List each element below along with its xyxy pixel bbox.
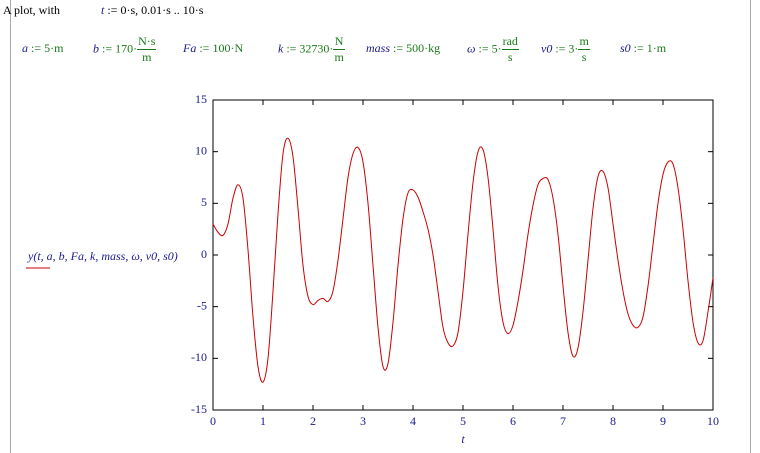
data-line — [212, 137, 714, 383]
plot-frame — [212, 99, 714, 411]
page-border — [750, 0, 751, 453]
definition: ω := 5· rad s — [467, 34, 519, 65]
def-value: := 5· — [478, 41, 502, 56]
def-name: v0 — [541, 41, 553, 56]
def-value: := 32730· — [286, 41, 334, 56]
x-tick-label: 6 — [510, 414, 516, 428]
x-tick-label: 2 — [310, 414, 316, 428]
range-name: t — [101, 3, 105, 17]
x-axis-label: t — [461, 432, 465, 446]
definition: s0 := 1·m — [620, 41, 666, 56]
y-axis-label: y(t, a, b, Fa, k, mass, ω, v0, s0) — [27, 249, 178, 263]
def-name: a — [22, 41, 28, 55]
x-tick-label: 10 — [707, 414, 719, 428]
def-value: := 500·kg — [393, 41, 441, 55]
definition: v0 := 3· m s — [541, 34, 590, 65]
unit-den: m — [137, 49, 157, 65]
y-tick-label: -5 — [197, 298, 207, 312]
unit-num: m — [579, 34, 589, 48]
def-value: := 100·N — [199, 41, 244, 55]
def-name: ω — [467, 41, 476, 56]
definition: Fa := 100·N — [183, 41, 243, 56]
x-tick-label: 3 — [360, 414, 366, 428]
unit-den: s — [578, 49, 590, 65]
y-tick-label: 5 — [201, 195, 207, 209]
unit-fraction: N·s m — [137, 34, 157, 65]
def-value: := 3· — [555, 41, 579, 56]
y-tick-label: -15 — [191, 402, 207, 416]
unit-num: rad — [502, 34, 518, 48]
x-tick-label: 8 — [610, 414, 616, 428]
unit-num: N·s — [138, 34, 156, 48]
y-tick-label: 0 — [201, 247, 207, 261]
y-tick-label: 10 — [195, 143, 207, 157]
def-value: := 1·m — [633, 41, 667, 55]
def-value: := 5·m — [31, 41, 64, 55]
def-value: := 170· — [102, 41, 138, 56]
def-name: mass — [366, 41, 391, 55]
definition: mass := 500·kg — [366, 41, 440, 56]
page-border — [10, 0, 11, 453]
x-tick-label: 7 — [560, 414, 566, 428]
x-tick-label: 9 — [660, 414, 666, 428]
unit-fraction: rad s — [501, 34, 519, 65]
def-name: b — [93, 41, 99, 56]
range-rest: := 0·s, 0.01·s .. 10·s — [107, 3, 204, 17]
x-tick-label: 0 — [210, 414, 216, 428]
unit-den: m — [333, 49, 345, 64]
definition: b := 170· N·s m — [93, 34, 157, 65]
unit-num: N — [334, 34, 344, 48]
def-name: s0 — [620, 41, 631, 55]
header-text: A plot, with — [3, 3, 61, 17]
x-tick-label: 5 — [460, 414, 466, 428]
unit-den: s — [501, 49, 519, 65]
x-tick-label: 4 — [410, 414, 416, 428]
def-name: Fa — [183, 41, 197, 55]
y-tick-label: -10 — [191, 350, 207, 364]
definition: a := 5·m — [22, 41, 63, 56]
y-tick-label: 15 — [195, 92, 207, 106]
range-def: t := 0·s, 0.01·s .. 10·s — [101, 3, 203, 18]
x-tick-label: 1 — [260, 414, 266, 428]
def-name: k — [278, 41, 284, 56]
